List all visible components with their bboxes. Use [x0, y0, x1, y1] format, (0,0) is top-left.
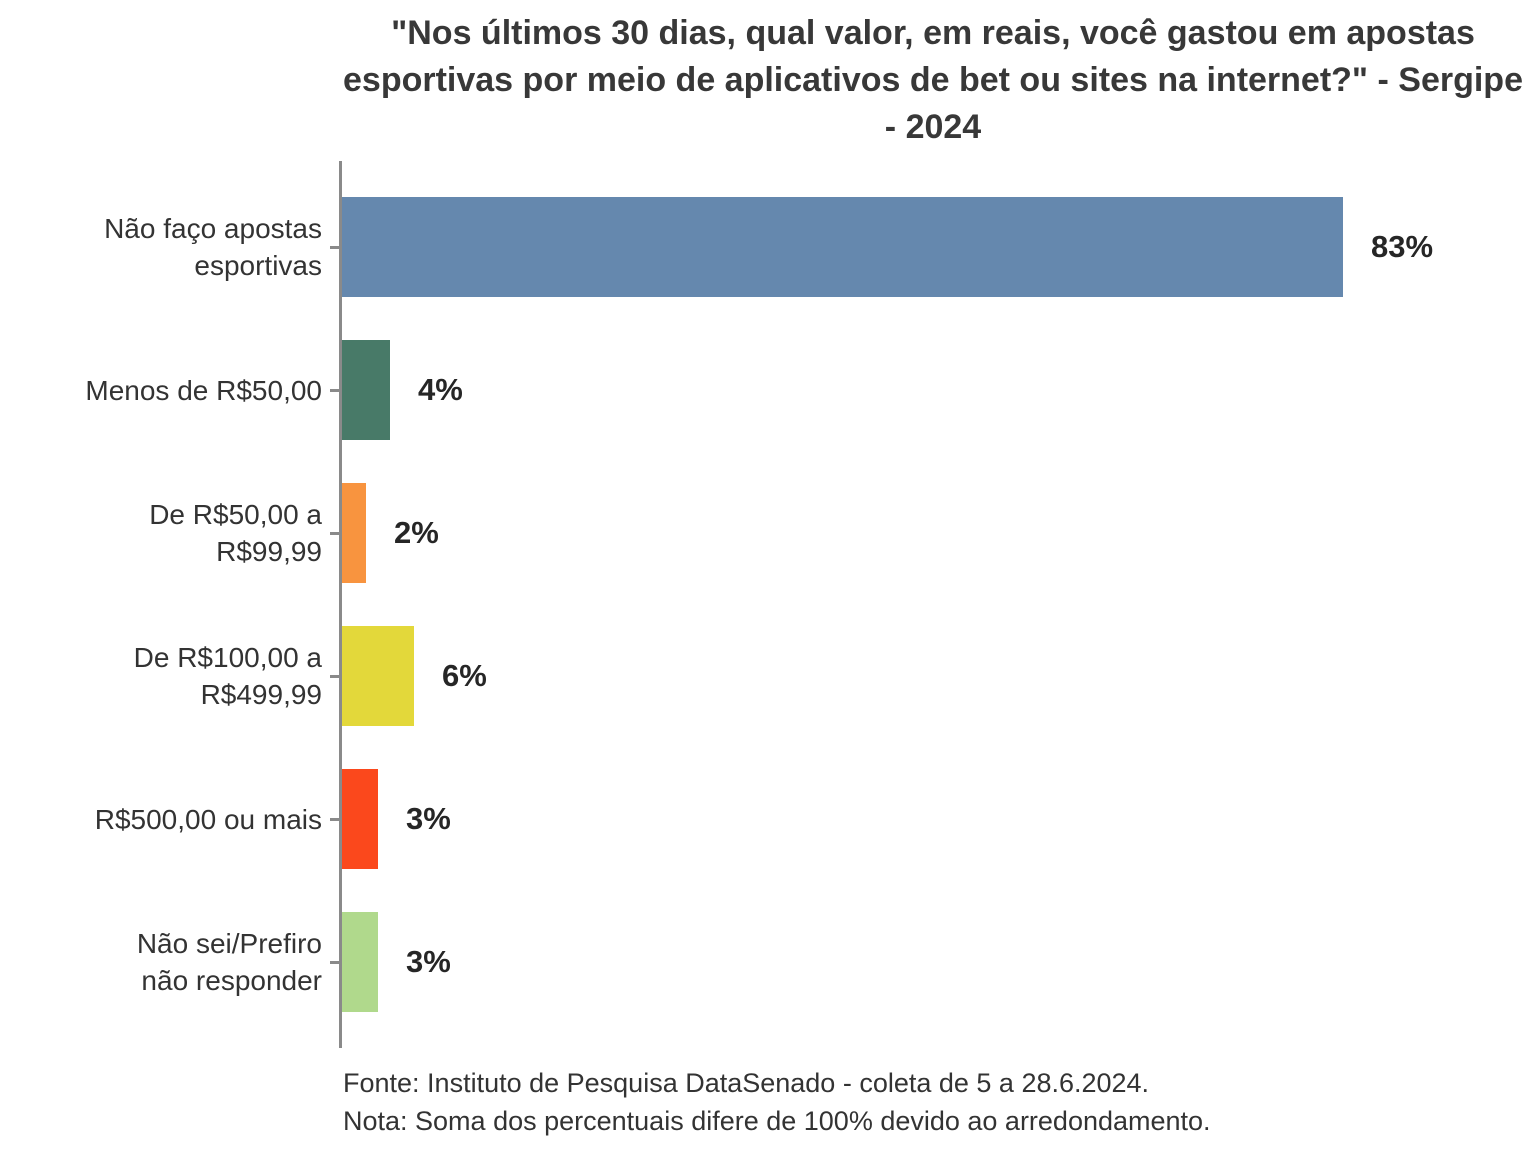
- value-label: 2%: [394, 515, 439, 550]
- chart-title: "Nos últimos 30 dias, qual valor, em rea…: [343, 14, 1523, 146]
- chart-footer: Fonte: Instituto de Pesquisa DataSenado …: [343, 1064, 1211, 1140]
- bar: [342, 912, 378, 1012]
- axis-tick: [330, 818, 339, 821]
- axis-tick: [330, 246, 339, 249]
- axis-tick: [330, 675, 339, 678]
- category-label: Menos de R$50,00: [85, 374, 322, 406]
- value-label: 6%: [442, 658, 487, 693]
- value-label: 3%: [406, 944, 451, 979]
- axis-tick: [330, 389, 339, 392]
- axis-tick: [330, 532, 339, 535]
- value-label: 3%: [406, 801, 451, 836]
- source-note: Fonte: Instituto de Pesquisa DataSenado …: [343, 1068, 1150, 1098]
- bar: [342, 626, 414, 726]
- category-label: Não faço apostas esportivas: [104, 213, 322, 281]
- rounding-note: Nota: Soma dos percentuais difere de 100…: [343, 1106, 1211, 1136]
- category-label: De R$100,00 a R$499,99: [133, 642, 322, 710]
- category-label: R$500,00 ou mais: [94, 803, 322, 835]
- bar: [342, 197, 1343, 297]
- bar: [342, 340, 390, 440]
- value-label: 83%: [1371, 229, 1434, 264]
- value-label: 4%: [418, 372, 463, 407]
- category-label: De R$50,00 a R$99,99: [149, 499, 322, 567]
- y-axis-line: [339, 161, 342, 1048]
- bar: [342, 483, 366, 583]
- category-label: Não sei/Prefiro não responder: [136, 928, 322, 996]
- axis-tick: [330, 961, 339, 964]
- bar: [342, 769, 378, 869]
